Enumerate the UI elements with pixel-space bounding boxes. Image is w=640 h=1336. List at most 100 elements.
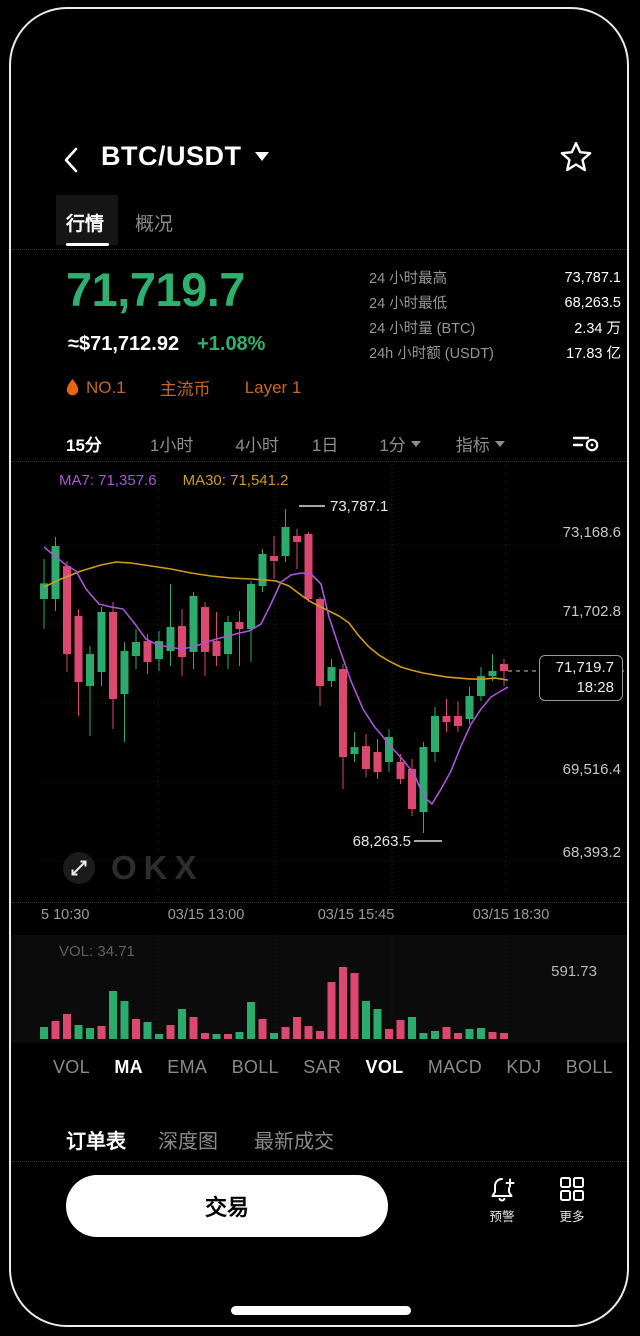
- current-price-tag: 71,719.7 18:28: [539, 655, 623, 701]
- stat-value: 73,787.1: [564, 269, 621, 286]
- separator: [11, 461, 627, 462]
- bottom-tab-最新成交[interactable]: 最新成交: [254, 1131, 334, 1153]
- alert-action[interactable]: 预警: [475, 1175, 529, 1225]
- stat-label: 24h 小时额 (USDT): [369, 346, 494, 362]
- flame-icon: [66, 379, 79, 396]
- favorite-star-icon[interactable]: [559, 140, 593, 174]
- badge-NO.1[interactable]: NO.1: [66, 378, 126, 398]
- bottom-tabs: 订单表 深度图 最新成交: [11, 1115, 627, 1159]
- svg-text:69,516.4: 69,516.4: [563, 761, 621, 778]
- price-sub-row: ≈$71,712.92 +1.08%: [68, 333, 265, 356]
- current-price-tag-price: 71,719.7: [555, 659, 614, 676]
- stat-row: 24 小时最高 73,787.1: [369, 265, 621, 290]
- separator: [11, 249, 627, 250]
- separator: [11, 1161, 627, 1162]
- stat-label: 24 小时最低: [369, 296, 448, 312]
- indicator-BOLL[interactable]: BOLL: [231, 1056, 279, 1077]
- svg-text:73,787.1: 73,787.1: [330, 498, 388, 515]
- badge-label: NO.1: [86, 377, 126, 397]
- stat-row: 24h 小时额 (USDT) 17.83 亿: [369, 340, 621, 365]
- badge-label: Layer 1: [244, 377, 302, 397]
- badge-row: NO.1 主流币 Layer 1: [66, 375, 301, 400]
- indicator-MACD[interactable]: MACD: [427, 1056, 483, 1077]
- timeframe-label: 15分: [66, 436, 102, 455]
- more-grid-icon: [560, 1177, 584, 1201]
- tab-overview[interactable]: 概况: [135, 214, 174, 235]
- stat-value: 2.34 万: [574, 321, 621, 337]
- pair-title[interactable]: BTC/USDT: [101, 141, 242, 171]
- chart-settings-icon[interactable]: [571, 431, 601, 455]
- badge-Layer 1[interactable]: Layer 1: [245, 378, 302, 398]
- separator: [11, 902, 627, 903]
- watermark: OKX: [61, 849, 204, 887]
- x-axis-label: 03/15 13:00: [167, 907, 245, 923]
- timeframe-label: 4小时: [235, 436, 279, 455]
- indicator-MA[interactable]: MA: [114, 1056, 143, 1077]
- timeframe-4小时[interactable]: 4小时: [235, 431, 278, 456]
- x-axis-label: 5 10:30: [41, 907, 90, 923]
- timeframe-label: 1日: [311, 436, 339, 455]
- volume-pane[interactable]: VOL: 34.71 591.73: [11, 935, 627, 1043]
- timeframe-label: 1分: [379, 436, 406, 455]
- app-screen: BTC/USDT 行情 概况 71,719.7 ≈$71,712.92 +1.0…: [11, 9, 627, 1325]
- expand-chart-icon[interactable]: [61, 850, 97, 886]
- page-tabs: 行情 概况: [11, 199, 627, 249]
- pair-dropdown-caret-icon[interactable]: [255, 152, 269, 161]
- timeframe-1小时[interactable]: 1小时: [150, 431, 193, 456]
- trade-button[interactable]: 交易: [66, 1175, 388, 1237]
- timeframe-1分[interactable]: 1分: [379, 431, 421, 456]
- badge-label: 主流币: [159, 380, 211, 399]
- candlestick-chart[interactable]: 73,787.1 68,263.5 73,168.6 71,702.8 69,516.4…: [11, 464, 627, 904]
- stat-value: 68,263.5: [564, 294, 621, 311]
- active-tab-underline: [66, 243, 109, 246]
- volume-bars: [40, 935, 508, 1039]
- stat-label: 24 小时最高: [369, 271, 448, 287]
- svg-text:68,263.5: 68,263.5: [353, 833, 411, 850]
- indicator-VOL[interactable]: VOL: [365, 1056, 404, 1077]
- bottom-tab-订单表[interactable]: 订单表: [66, 1131, 126, 1153]
- badge-主流币[interactable]: 主流币: [160, 375, 211, 400]
- trade-button-label: 交易: [204, 1195, 249, 1220]
- indicator-row: VOL MA EMA BOLL SAR VOL MACD KDJ BOLL: [53, 1049, 613, 1085]
- stat-label: 24 小时量 (BTC): [369, 321, 476, 337]
- alert-bell-icon: [491, 1178, 515, 1202]
- tab-quotes[interactable]: 行情: [66, 214, 105, 235]
- indicator-VOL[interactable]: VOL: [53, 1056, 90, 1077]
- last-price: 71,719.7: [66, 263, 245, 316]
- dropdown-caret-icon: [494, 440, 505, 447]
- stats-list: 24 小时最高 73,787.1 24 小时最低 68,263.5 24 小时量 (BT…: [369, 265, 621, 365]
- indicator-EMA[interactable]: EMA: [167, 1056, 208, 1077]
- x-axis-labels: 5 10:30 03/15 13:00 03/15 15:45 03/15 18:30: [11, 907, 627, 927]
- alert-label: 预警: [489, 1210, 515, 1224]
- dropdown-caret-icon: [410, 440, 421, 447]
- timeframe-15分[interactable]: 15分: [66, 431, 102, 456]
- timeframe-指标[interactable]: 指标: [456, 431, 505, 456]
- indicator-SAR[interactable]: SAR: [303, 1056, 342, 1077]
- ma7-label: MA7: 71,357.6: [59, 472, 157, 489]
- svg-text:71,702.8: 71,702.8: [563, 603, 621, 620]
- indicator-KDJ[interactable]: KDJ: [506, 1056, 542, 1077]
- timeframe-row: 15分 1小时 4小时 1日 1分 指标: [11, 425, 627, 461]
- more-action[interactable]: 更多: [545, 1175, 599, 1225]
- more-label: 更多: [559, 1210, 585, 1224]
- ma30-label: MA30: 71,541.2: [182, 472, 289, 489]
- okx-watermark: OKX: [111, 849, 204, 886]
- volume-max-label: 591.73: [551, 963, 597, 980]
- timeframe-label: 指标: [455, 436, 490, 455]
- home-indicator: [231, 1306, 411, 1315]
- bottom-tab-深度图[interactable]: 深度图: [158, 1131, 218, 1153]
- tab-quotes-highlight: [56, 195, 118, 245]
- x-axis-label: 03/15 15:45: [317, 907, 395, 923]
- stat-row: 24 小时量 (BTC) 2.34 万: [369, 315, 621, 340]
- x-axis-label: 03/15 18:30: [472, 907, 550, 923]
- timeframe-label: 1小时: [149, 436, 194, 455]
- volume-value-label: VOL: 34.71: [59, 943, 135, 960]
- stat-value: 17.83 亿: [566, 346, 621, 362]
- ma-legend: MA7: 71,357.6 MA30: 71,541.2: [59, 472, 289, 489]
- svg-text:73,168.6: 73,168.6: [563, 524, 621, 541]
- back-icon[interactable]: [61, 146, 83, 174]
- indicator-BOLL[interactable]: BOLL: [565, 1056, 613, 1077]
- current-price-tag-time: 18:28: [576, 679, 614, 696]
- timeframe-1日[interactable]: 1日: [312, 431, 338, 456]
